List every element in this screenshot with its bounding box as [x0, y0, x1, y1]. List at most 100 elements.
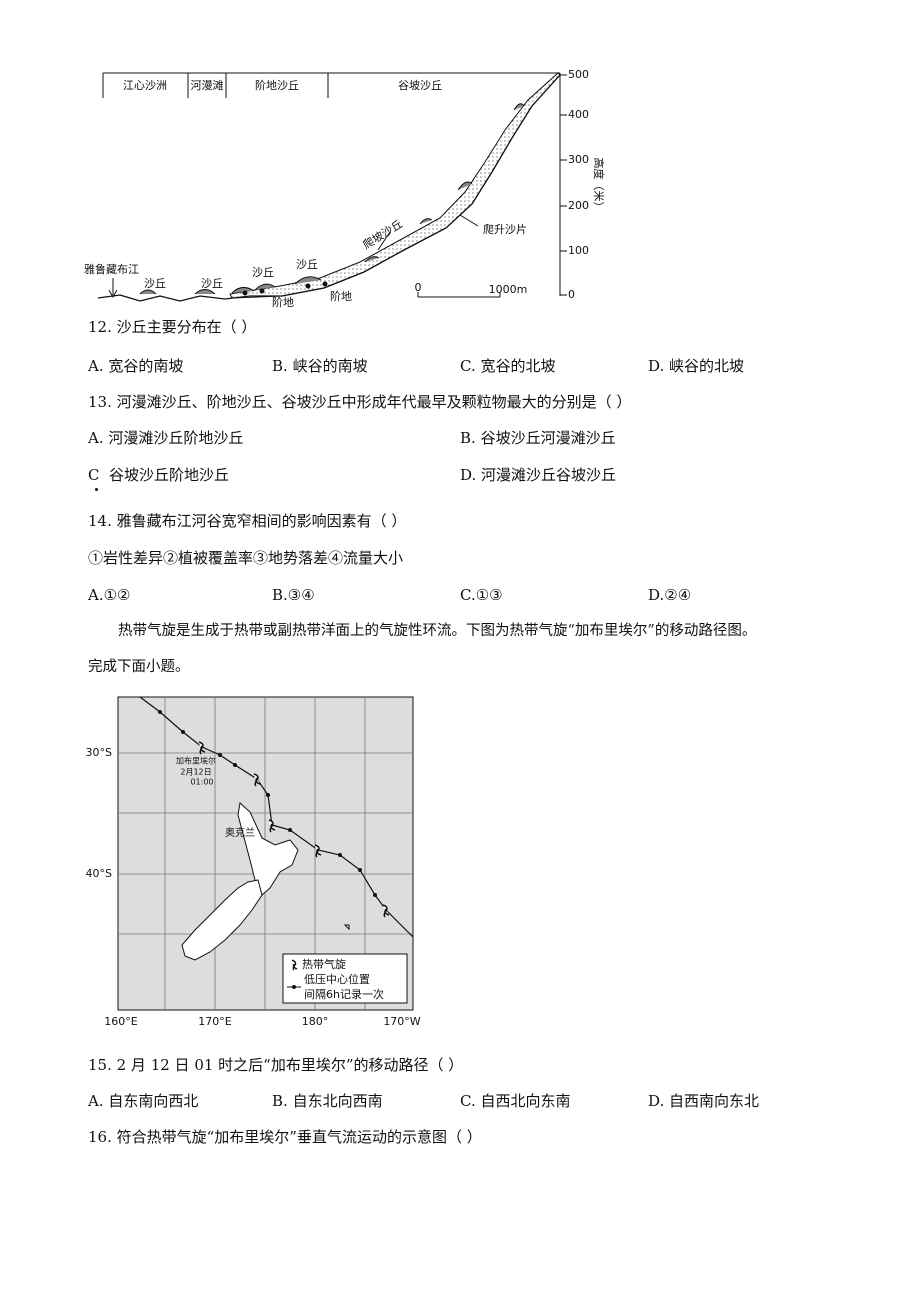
- north-island: [237, 802, 299, 896]
- scale-label: 1000m: [489, 283, 528, 296]
- option-text: 自东南向西北: [108, 1092, 199, 1110]
- track-point: [358, 868, 362, 872]
- track-point: [218, 753, 222, 757]
- question-stem: 12. 沙丘主要分布在（ ）: [88, 318, 257, 336]
- option-label: A.: [88, 586, 104, 604]
- option: A. 河漫滩沙丘阶地沙丘: [88, 429, 243, 447]
- legend-label: 低压中心位置: [304, 972, 370, 986]
- track-points: [158, 710, 377, 897]
- arrow-head: [108, 289, 118, 299]
- cyclone-time: 01:00: [190, 778, 213, 787]
- option-label: D.: [460, 466, 477, 484]
- y-tick-label: 200: [568, 199, 589, 212]
- zone-label: 江心沙洲: [123, 79, 167, 92]
- y-tick-label: 100: [568, 244, 589, 257]
- leader: [377, 231, 391, 251]
- climbing-sheet-label: 爬升沙片: [483, 223, 527, 236]
- option: C. 自西北向东南: [460, 1092, 571, 1110]
- intro-text: 完成下面小题。: [88, 659, 190, 675]
- option: B. 自东北向西南: [272, 1092, 383, 1110]
- cyclone-date: 2月12日: [180, 768, 211, 777]
- city-label: 奥克兰: [225, 826, 255, 839]
- option-text: ②④: [664, 586, 692, 604]
- track-point: [338, 853, 342, 857]
- lat-label: 40°S: [86, 867, 112, 880]
- option: D. 峡谷的北坡: [648, 357, 744, 375]
- leader: [459, 214, 479, 227]
- cross-section: [97, 72, 567, 302]
- track-point: [266, 793, 270, 797]
- option-label: A.: [88, 429, 104, 447]
- option: D. 自西南向东北: [648, 1092, 759, 1110]
- option-label: B.: [272, 586, 288, 604]
- lon-label: 180°: [302, 1015, 329, 1028]
- pebble: [242, 290, 248, 296]
- option-label: D.: [648, 357, 665, 375]
- option-text: 宽谷的北坡: [480, 357, 556, 375]
- option: B. 峡谷的南坡: [272, 357, 368, 375]
- option-text: 宽谷的南坡: [108, 357, 184, 375]
- south-island: [181, 879, 263, 961]
- y-tick-label: 500: [568, 68, 589, 81]
- option: C. 宽谷的北坡: [460, 357, 556, 375]
- lon-label: 160°E: [104, 1015, 137, 1028]
- option-text: ③④: [287, 586, 315, 604]
- lat-label: 30°S: [86, 746, 112, 759]
- intro-text: 热带气旋是生成于热带或副热带洋面上的气旋性环流。下图为热带气旋“加布里埃尔”的移…: [118, 623, 757, 639]
- option-text: 自西北向东南: [480, 1092, 571, 1110]
- pebble: [322, 281, 328, 287]
- option-text: 河漫滩沙丘阶地沙丘: [108, 429, 244, 447]
- track-point: [158, 710, 162, 714]
- dune-label: 沙丘: [144, 277, 166, 290]
- dune-label: 沙丘: [252, 266, 274, 279]
- dune-shapes: [139, 103, 525, 295]
- cyclone-name: 加布里埃尔: [176, 756, 216, 766]
- option-label: C: [88, 466, 100, 484]
- option-text: 河漫滩沙丘谷坡沙丘: [481, 466, 617, 484]
- legend-label: 间隔6h记录一次: [304, 987, 384, 1001]
- lon-label: 170°E: [198, 1015, 231, 1028]
- lon-label: 170°W: [383, 1015, 420, 1028]
- pebble: [305, 283, 311, 289]
- y-axis-label: 高度（米）: [592, 158, 606, 213]
- option-label: B.: [272, 1092, 288, 1110]
- question-items: ①岩性差异②植被覆盖率③地势落差④流量大小: [88, 549, 404, 567]
- option-text: ①③: [475, 586, 503, 604]
- y-tick-label: 300: [568, 153, 589, 166]
- option-label: C.: [460, 1092, 476, 1110]
- track: [139, 696, 414, 938]
- question-stem: 13. 河漫滩沙丘、阶地沙丘、谷坡沙丘中形成年代最早及颗粒物最大的分别是（ ）: [88, 393, 632, 411]
- legend-cyclone: [291, 959, 298, 971]
- pebble: [259, 288, 265, 294]
- legend-point: [292, 985, 296, 989]
- option-text: 谷坡沙丘阶地沙丘: [109, 466, 230, 484]
- option: C 谷坡沙丘阶地沙丘: [88, 466, 229, 484]
- track-point: [233, 763, 237, 767]
- cyclone-icons: [198, 741, 390, 918]
- option: A. 宽谷的南坡: [88, 357, 183, 375]
- zone-label: 阶地沙丘: [255, 78, 299, 92]
- terrace-label: 阶地: [272, 295, 294, 309]
- sand-layer: [229, 72, 561, 299]
- y-tick-label: 400: [568, 108, 589, 121]
- option-label: D.: [648, 1092, 665, 1110]
- terrace-label: 阶地: [330, 289, 352, 303]
- track-point: [181, 730, 185, 734]
- option-label: C.: [460, 357, 476, 375]
- question-stem: 15. 2 月 12 日 01 时之后“加布里埃尔”的移动路径（ ）: [88, 1056, 464, 1074]
- legend-label: 热带气旋: [302, 957, 346, 971]
- option-text: 谷坡沙丘河漫滩沙丘: [480, 429, 616, 447]
- track-point: [373, 893, 377, 897]
- option-text: 峡谷的北坡: [669, 357, 745, 375]
- zone-label: 河漫滩: [191, 78, 224, 92]
- cyclone-icon: [253, 773, 261, 787]
- river-label: 雅鲁藏布江: [84, 262, 139, 276]
- cyclone-icon: [268, 819, 276, 833]
- option-label: A.: [88, 1092, 104, 1110]
- option-label: B.: [460, 429, 476, 447]
- option-label: C.: [460, 586, 476, 604]
- option-text: 自东北向西南: [292, 1092, 383, 1110]
- cyclone-icon: [382, 904, 390, 918]
